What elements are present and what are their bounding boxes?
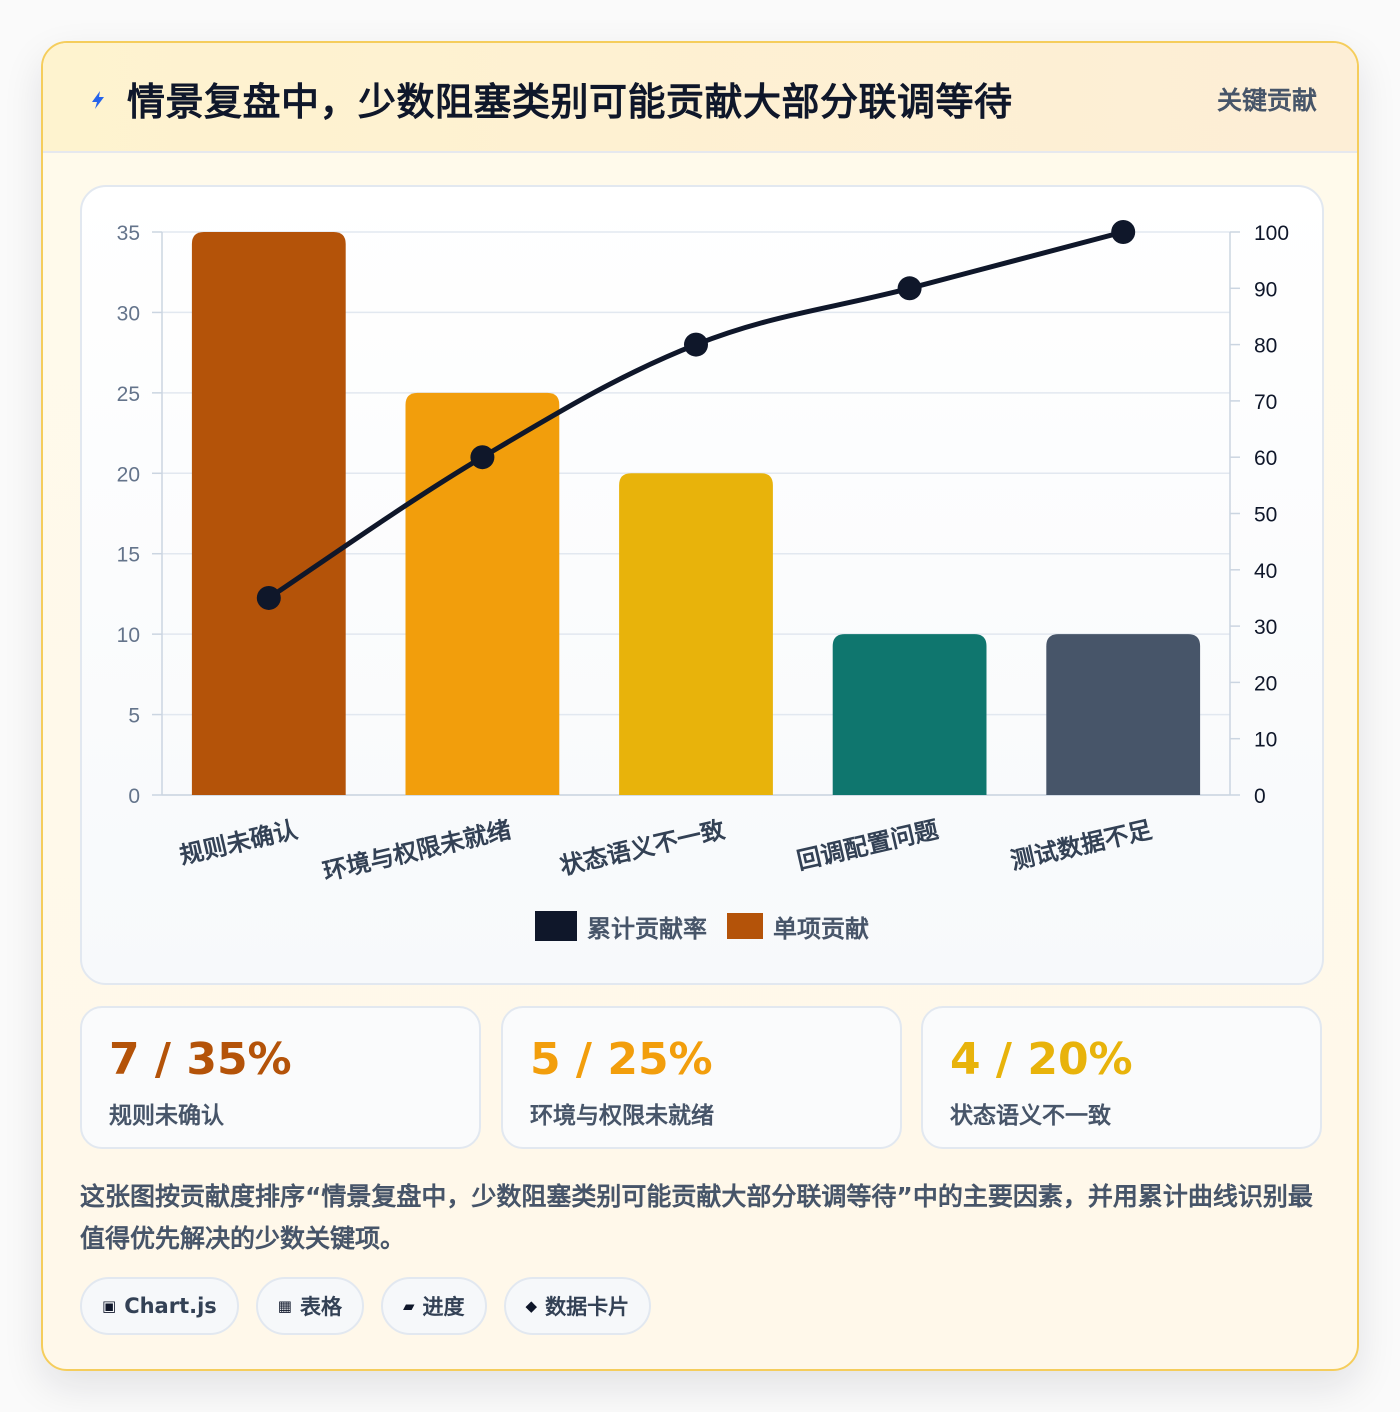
y2-tick-label: 30	[1254, 616, 1277, 639]
tag-label: 数据卡片	[545, 1295, 630, 1319]
x-tick-label: 环境与权限未就绪	[320, 816, 513, 886]
y2-tick-label: 60	[1254, 447, 1277, 470]
chart-icon: ▣	[102, 1297, 117, 1315]
table-icon: ▦	[277, 1297, 292, 1315]
bar	[1046, 634, 1201, 795]
tag-progress[interactable]: ▰ 进度	[380, 1277, 487, 1335]
y-tick-label: 15	[117, 544, 140, 567]
progress-icon: ▰	[402, 1297, 415, 1315]
x-tick-label: 规则未确认	[177, 816, 300, 870]
legend-label-single: 单项贡献	[773, 914, 869, 943]
stat-value: 4 / 20%	[950, 1034, 1133, 1085]
stat-label: 状态语义不一致	[950, 1103, 1111, 1129]
y-tick-label: 0	[128, 785, 140, 808]
y-tick-label: 25	[117, 383, 140, 406]
cumulative-point	[897, 276, 922, 301]
cumulative-point	[256, 585, 281, 610]
stat-card-rules: 7 / 35% 规则未确认	[80, 1006, 481, 1149]
pareto-chart: 0 5 10 15 20 25 30 35 0 10 20 30 40 50 60 70 80 90 100 规则未确…	[117, 220, 1289, 886]
chart-panel: 0 5 10 15 20 25 30 35 0 10 20 30 40 50 60 70 80 90 100 规则未确…	[80, 185, 1324, 985]
tag-chartjs[interactable]: ▣ Chart.js	[80, 1277, 239, 1335]
card-header: 情景复盘中，少数阻塞类别可能贡献大部分联调等待 关键贡献	[43, 43, 1357, 153]
y2-tick-label: 20	[1254, 672, 1277, 695]
cumulative-point	[470, 445, 495, 470]
y2-tick-label: 40	[1254, 560, 1277, 583]
y2-tick-label: 10	[1254, 729, 1277, 752]
x-tick-label: 测试数据不足	[1008, 816, 1155, 876]
y-tick-label: 5	[128, 705, 140, 728]
bar	[619, 473, 773, 795]
tag-label: 表格	[299, 1295, 342, 1319]
legend-swatch-single	[727, 913, 763, 939]
legend-item-cumulative[interactable]: 累计贡献率	[535, 909, 707, 944]
y2-tick-label: 70	[1254, 391, 1277, 414]
stat-card-environment: 5 / 25% 环境与权限未就绪	[501, 1006, 902, 1149]
tag-data-card[interactable]: ◆ 数据卡片	[503, 1277, 652, 1335]
diamond-icon: ◆	[525, 1297, 538, 1315]
legend-item-single[interactable]: 单项贡献	[727, 909, 869, 944]
tag-label: Chart.js	[124, 1294, 217, 1318]
legend-label-cumulative: 累计贡献率	[587, 914, 707, 943]
y-tick-label: 30	[117, 302, 140, 325]
stat-label: 环境与权限未就绪	[530, 1103, 714, 1129]
page-title: 情景复盘中，少数阻塞类别可能贡献大部分联调等待	[127, 80, 1013, 124]
y2-tick-label: 100	[1254, 222, 1289, 245]
chart-legend: 累计贡献率 单项贡献	[82, 909, 1322, 943]
y-tick-label: 20	[117, 463, 140, 486]
lightning-icon	[87, 89, 109, 111]
legend-swatch-cumulative	[535, 911, 577, 941]
tag-table[interactable]: ▦ 表格	[255, 1277, 364, 1335]
cumulative-point	[684, 332, 708, 357]
y2-tick-label: 0	[1254, 785, 1266, 808]
stat-value: 5 / 25%	[530, 1034, 713, 1085]
chart-description: 这张图按贡献度排序“情景复盘中，少数阻塞类别可能贡献大部分联调等待”中的主要因素…	[80, 1182, 1313, 1253]
y2-tick-label: 80	[1254, 335, 1277, 358]
y-tick-label: 35	[117, 222, 140, 245]
x-tick-label: 回调配置问题	[794, 816, 941, 876]
stat-label: 规则未确认	[109, 1103, 224, 1129]
stat-card-status: 4 / 20% 状态语义不一致	[921, 1006, 1322, 1149]
cumulative-point	[1111, 220, 1136, 244]
bar	[405, 392, 560, 795]
y2-tick-label: 90	[1254, 278, 1277, 301]
bar	[191, 232, 346, 795]
bar	[832, 634, 987, 795]
stat-value: 7 / 35%	[109, 1034, 292, 1085]
y2-tick-label: 50	[1254, 504, 1277, 527]
header-badge: 关键贡献	[1216, 86, 1317, 115]
chart-card: 情景复盘中，少数阻塞类别可能贡献大部分联调等待 关键贡献 0 5 10 15 20 25 3…	[41, 41, 1359, 1371]
y-tick-label: 10	[117, 624, 140, 647]
x-tick-label: 状态语义不一致	[557, 815, 728, 880]
tag-label: 进度	[422, 1295, 465, 1319]
tag-list: ▣ Chart.js ▦ 表格 ▰ 进度 ◆ 数据卡片	[80, 1277, 652, 1335]
